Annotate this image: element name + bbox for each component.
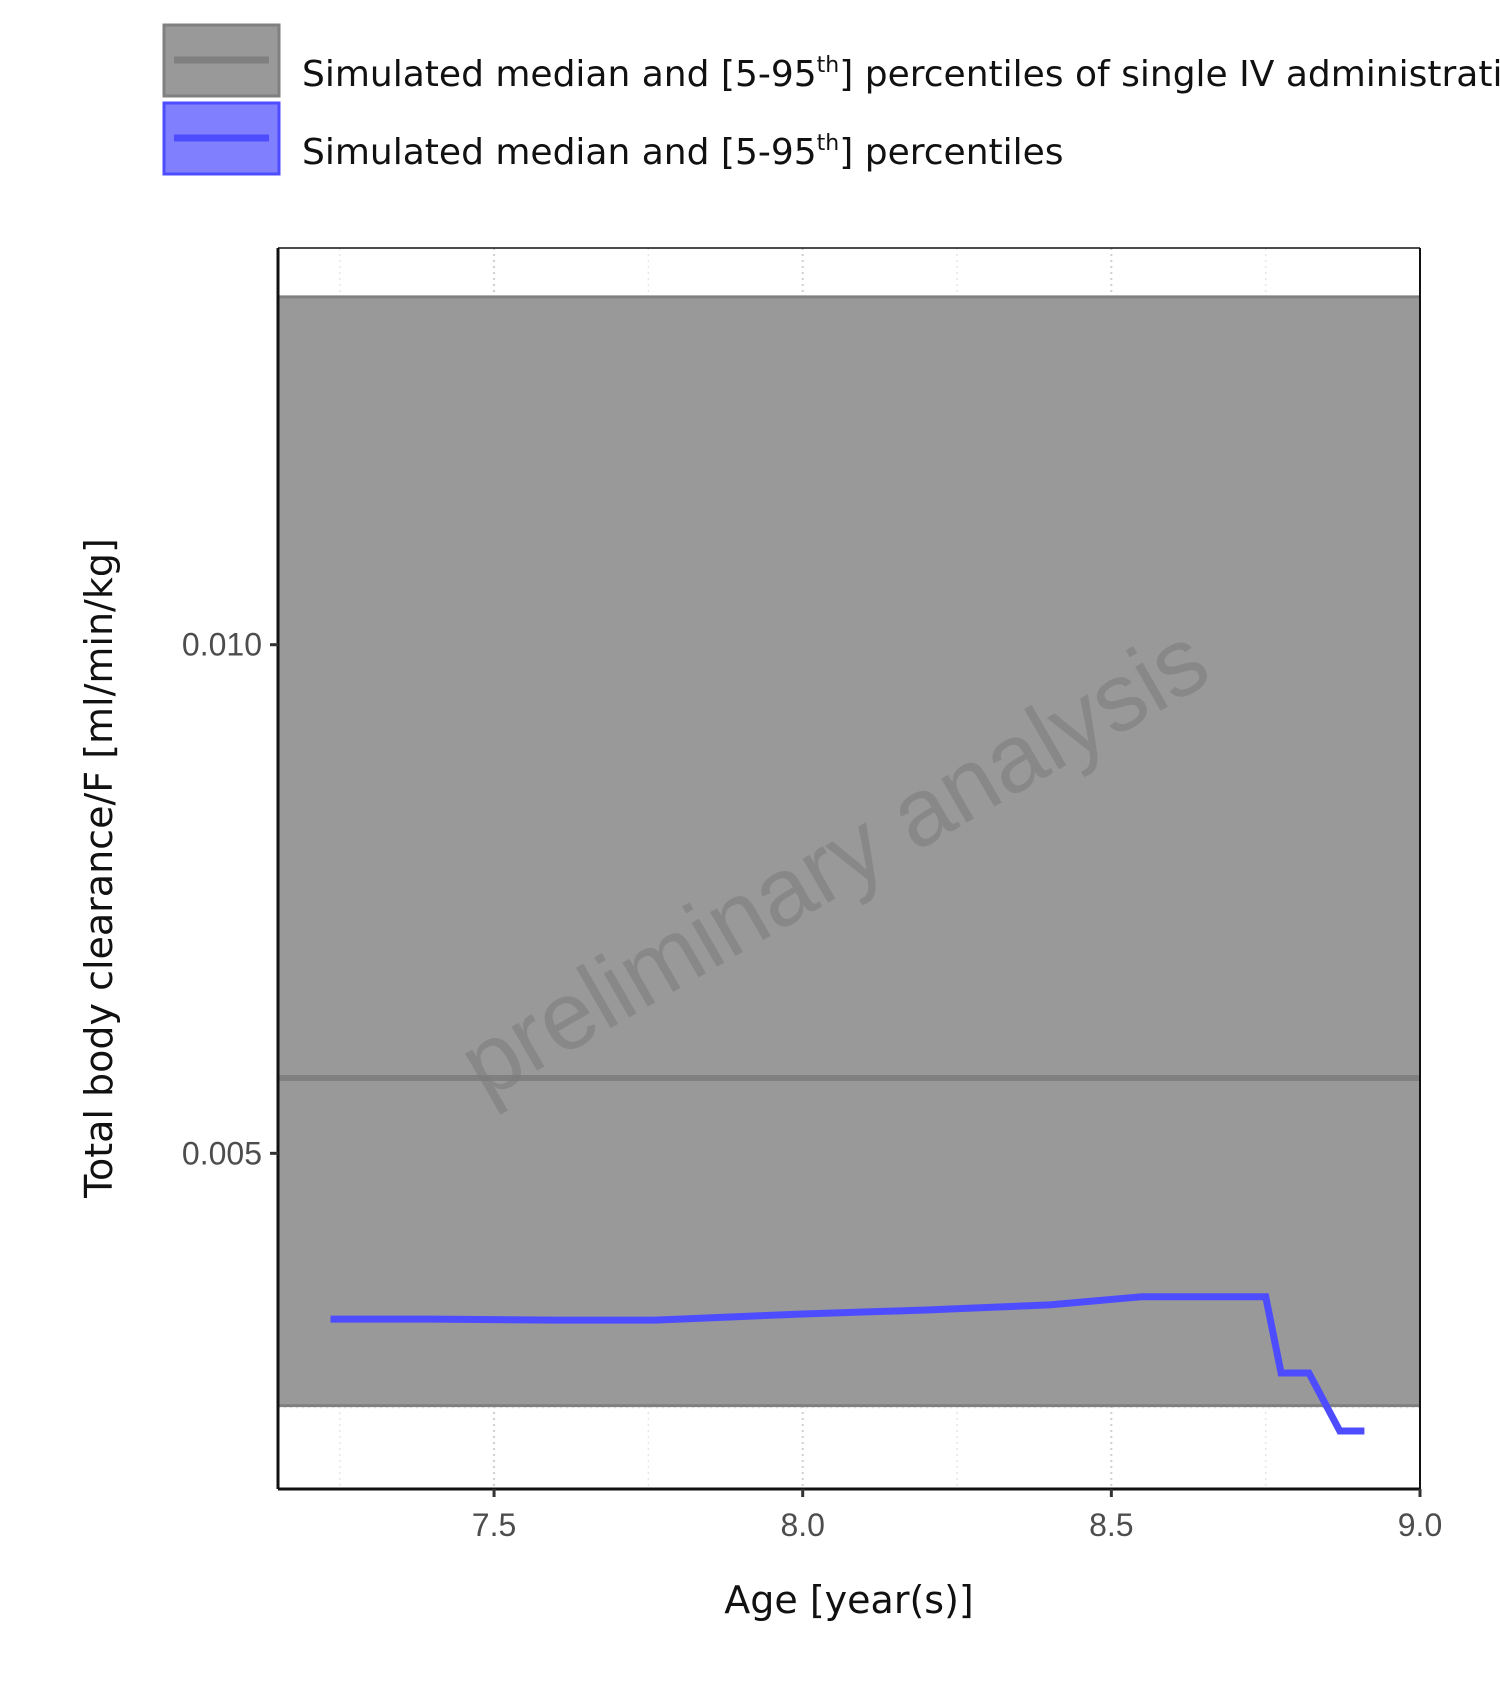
legend: Simulated median and [5-95th] percentile… — [162, 23, 1500, 176]
y-tick-label: 0.005 — [182, 1135, 262, 1171]
series-line-0 — [330, 1293, 1365, 1435]
x-tick-label: 7.5 — [472, 1507, 516, 1543]
plot-area: preliminary analysis 7.5 8.0 8.5 9.00.0050.… — [182, 247, 1442, 1543]
x-tick-label: 9.0 — [1398, 1507, 1442, 1543]
ticks: 7.5 8.0 8.5 9.0 0.005 0.010 — [182, 627, 1442, 1543]
legend-item-simulated: Simulated median and [5-95th] percentile… — [162, 101, 1064, 176]
legend-label-reference: Simulated median and [5-95th] percentile… — [302, 53, 1500, 95]
y-axis-title: Total body clearance/F [ml/min/kg] — [77, 538, 121, 1199]
y-tick-label: 0.010 — [182, 627, 262, 663]
legend-item-reference: Simulated median and [5-95th] percentile… — [162, 23, 1500, 98]
reference-band — [278, 296, 1420, 1406]
x-tick-label: 8.0 — [780, 1507, 824, 1543]
series — [330, 1293, 1365, 1435]
x-axis-title: Age [year(s)] — [724, 1578, 973, 1622]
legend-label-simulated: Simulated median and [5-95th] percentile… — [302, 131, 1064, 173]
x-tick-label: 8.5 — [1089, 1507, 1133, 1543]
